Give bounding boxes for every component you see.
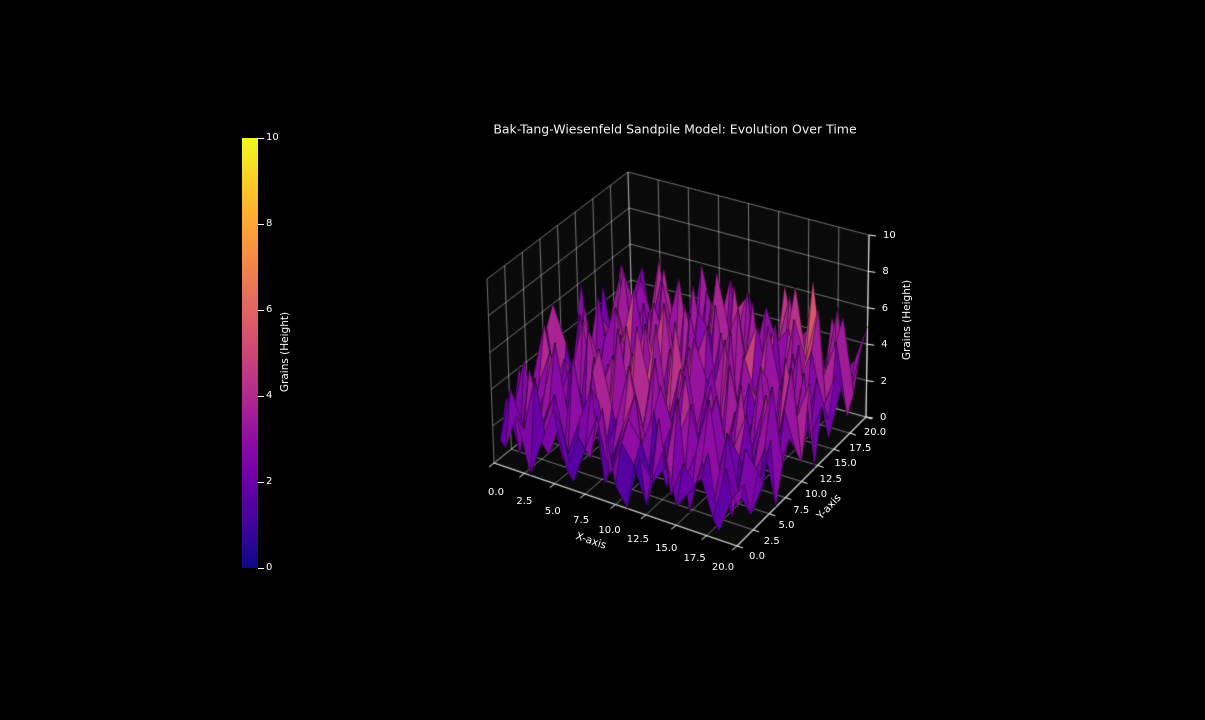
z-axis-label: Grains (Height) (901, 279, 913, 361)
colorbar-tick-label: 6 (266, 304, 273, 315)
y-tick-label: 0.0 (749, 551, 765, 562)
y-tick-label: 12.5 (819, 473, 842, 485)
colorbar-tick-label: 8 (266, 218, 273, 229)
y-tick-label: 10.0 (804, 489, 828, 500)
x-tick-label: 10.0 (598, 524, 621, 536)
colorbar-tick-mark (258, 395, 264, 397)
colorbar-label: Grains (Height) (279, 311, 291, 393)
x-tick-label: 7.5 (573, 515, 590, 527)
colorbar-tick-mark (258, 223, 264, 225)
plot-title: Bak-Tang-Wiesenfeld Sandpile Model: Evol… (493, 121, 857, 137)
colorbar-tick-mark (258, 309, 264, 311)
y-tick-label: 7.5 (793, 504, 810, 516)
x-tick-label: 12.5 (626, 533, 650, 545)
colorbar-tick-mark (258, 481, 264, 483)
x-tick-label: 17.5 (683, 552, 706, 564)
x-tick-label: 2.5 (516, 496, 533, 508)
y-tick-label: 20.0 (863, 427, 887, 438)
x-tick-label: 15.0 (655, 543, 678, 555)
x-tick-label: 0.0 (488, 487, 504, 498)
y-tick-label: 15.0 (834, 458, 857, 469)
x-tick-label: 20.0 (711, 562, 735, 573)
y-tick-label: 2.5 (763, 535, 780, 547)
z-tick-label: 4 (881, 339, 888, 351)
colorbar-tick-label: 2 (266, 476, 273, 487)
colorbar-tick-mark (258, 137, 264, 139)
colorbar-tick-label: 0 (266, 562, 273, 573)
colorbar-tick-label: 4 (266, 390, 273, 401)
z-tick-label: 0 (880, 412, 887, 423)
y-tick-label: 5.0 (778, 520, 795, 531)
colorbar-tick-label: 10 (266, 132, 279, 143)
z-tick-label: 8 (882, 266, 889, 278)
z-tick-label: 2 (880, 375, 887, 387)
x-tick-label: 5.0 (544, 505, 561, 517)
colorbar-tick-mark (258, 567, 264, 569)
colorbar-gradient (242, 138, 258, 568)
y-tick-label: 17.5 (849, 442, 872, 454)
z-tick-label: 10 (883, 230, 896, 241)
z-tick-label: 6 (881, 302, 889, 314)
